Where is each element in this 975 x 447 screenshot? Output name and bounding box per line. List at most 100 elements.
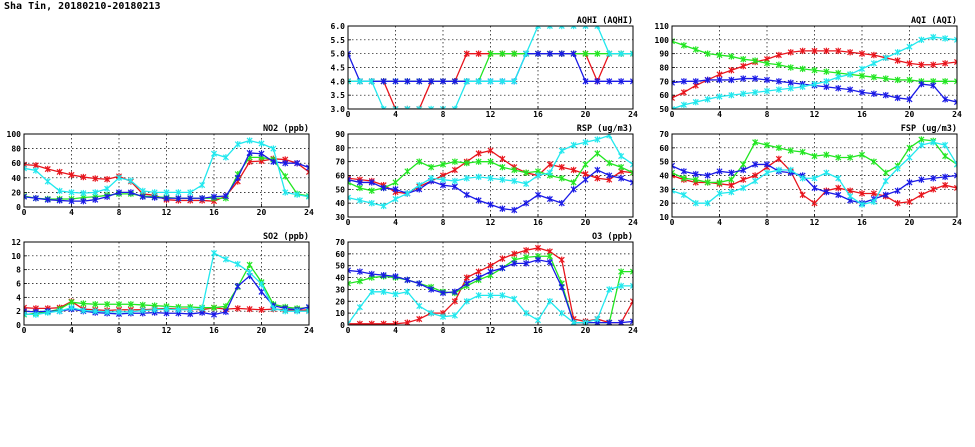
data-point <box>222 154 229 161</box>
y-tick-label: 90 <box>335 130 345 139</box>
y-tick-label: 20 <box>11 188 21 197</box>
x-tick-label: 24 <box>628 326 638 335</box>
marker-stroke <box>953 58 957 63</box>
data-point <box>534 26 542 30</box>
data-point <box>199 181 206 189</box>
data-point <box>416 280 423 287</box>
x-tick-label: 0 <box>22 208 27 217</box>
x-tick-label: 0 <box>346 110 351 119</box>
data-point <box>692 176 699 183</box>
data-point <box>823 169 830 176</box>
x-tick-label: 20 <box>581 218 591 227</box>
chart-title: AQI (AQI) <box>911 16 957 26</box>
data-point <box>348 320 352 325</box>
marker-stroke <box>629 298 633 303</box>
y-tick-label: 50 <box>659 158 669 167</box>
x-tick-label: 0 <box>670 110 675 119</box>
marker-stroke <box>348 50 352 55</box>
data-point <box>475 158 482 165</box>
data-point <box>24 165 28 172</box>
data-point <box>234 305 241 312</box>
data-point <box>356 320 363 325</box>
marker-stroke <box>348 176 352 181</box>
y-tick-label: 50 <box>335 262 345 271</box>
data-point <box>115 174 123 181</box>
data-point <box>882 54 889 62</box>
data-point <box>305 164 309 171</box>
data-point <box>763 60 771 67</box>
data-point <box>356 197 363 204</box>
data-point <box>416 315 423 323</box>
data-point <box>918 36 925 44</box>
data-point <box>475 292 482 299</box>
x-tick-label: 8 <box>441 218 446 227</box>
y-tick-label: 50 <box>335 185 345 194</box>
data-point <box>835 184 842 192</box>
data-point <box>294 191 301 198</box>
data-point <box>523 309 530 317</box>
data-point <box>451 298 458 305</box>
data-point <box>523 180 530 187</box>
data-point <box>210 193 218 200</box>
y-tick-label: 4.5 <box>331 64 346 73</box>
data-point <box>787 49 794 56</box>
marker-stroke <box>953 184 957 189</box>
data-point <box>499 78 506 85</box>
plot-area <box>348 134 633 214</box>
marker-stroke <box>582 26 587 30</box>
data-point <box>629 268 633 275</box>
data-point <box>906 144 913 152</box>
data-point <box>953 98 957 106</box>
data-point <box>56 187 63 195</box>
marker-stroke <box>558 26 563 30</box>
data-point <box>246 137 253 144</box>
data-point <box>629 318 633 325</box>
data-point <box>930 82 937 89</box>
data-point <box>380 184 387 192</box>
data-point <box>416 78 423 85</box>
data-point <box>487 292 494 299</box>
data-point <box>606 78 613 85</box>
data-point <box>763 87 771 95</box>
data-point <box>534 172 542 179</box>
y-tick-label: 0 <box>16 321 21 330</box>
data-point <box>127 189 134 196</box>
data-point <box>847 154 854 161</box>
marker-stroke <box>953 38 957 43</box>
marker-stroke <box>629 161 633 166</box>
marker-stroke <box>629 282 633 287</box>
data-point <box>104 301 111 308</box>
y-tick-label: 10 <box>659 213 669 222</box>
marker-stroke <box>629 52 633 57</box>
data-point <box>716 51 723 59</box>
data-point <box>392 186 399 193</box>
chart-no2: 0 4 8 12 16 20 24 0 20 40 60 80 100 NO2 (ppb) <box>7 124 314 217</box>
data-point <box>594 26 601 30</box>
marker-stroke <box>348 52 352 57</box>
y-tick-label: 10 <box>335 309 345 318</box>
data-point <box>511 166 518 174</box>
data-point <box>92 189 99 196</box>
data-point <box>953 78 957 85</box>
data-point <box>270 158 277 165</box>
data-point <box>847 49 854 56</box>
y-tick-label: 60 <box>11 159 21 168</box>
y-tick-label: 5.5 <box>331 36 346 45</box>
data-point <box>835 154 842 161</box>
marker-stroke <box>305 310 309 315</box>
data-point <box>380 78 387 85</box>
marker-stroke <box>416 105 421 109</box>
marker-stroke <box>305 171 309 175</box>
data-point <box>870 198 877 205</box>
data-point <box>716 93 723 100</box>
marker-stroke <box>348 269 352 274</box>
data-point <box>404 168 411 175</box>
data-point <box>558 147 565 154</box>
data-point <box>439 313 447 320</box>
y-tick-label: 0 <box>16 203 21 212</box>
data-point <box>918 80 925 88</box>
data-point <box>672 94 676 102</box>
y-tick-label: 2 <box>16 307 21 316</box>
data-point <box>606 159 613 167</box>
